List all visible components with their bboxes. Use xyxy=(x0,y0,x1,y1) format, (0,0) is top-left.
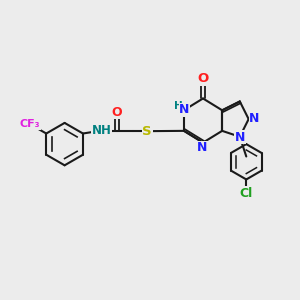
Text: N: N xyxy=(179,103,190,116)
Text: N: N xyxy=(235,130,245,143)
Text: O: O xyxy=(112,106,122,118)
Text: CF₃: CF₃ xyxy=(20,119,40,129)
Text: NH: NH xyxy=(92,124,112,137)
Text: Cl: Cl xyxy=(240,187,253,200)
Text: O: O xyxy=(197,72,208,85)
Text: N: N xyxy=(197,141,208,154)
Text: H: H xyxy=(174,101,182,111)
Text: N: N xyxy=(249,112,260,125)
Text: S: S xyxy=(142,125,152,138)
